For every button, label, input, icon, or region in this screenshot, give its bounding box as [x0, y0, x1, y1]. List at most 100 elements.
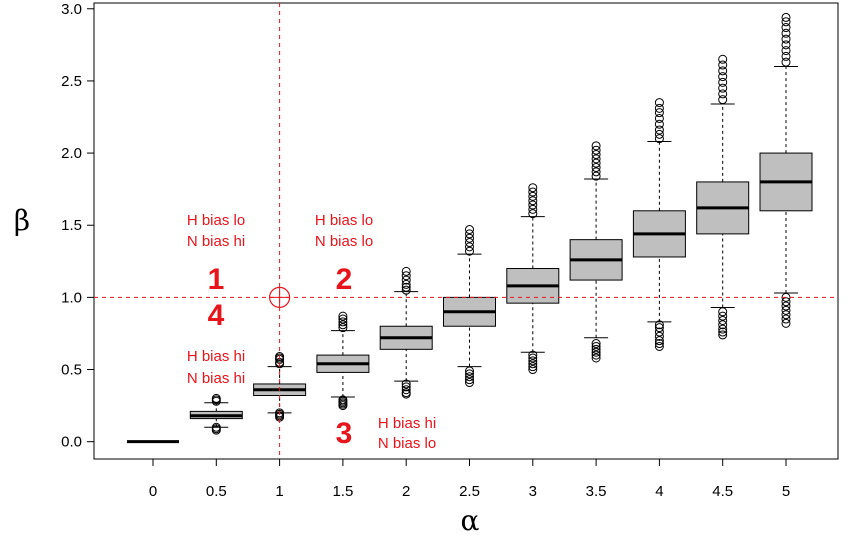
outlier-point — [781, 23, 791, 33]
x-tick-label: 2 — [402, 483, 410, 500]
outlier-point — [781, 314, 791, 324]
x-tick-label: 1 — [275, 483, 283, 500]
box-group-1.5 — [316, 311, 370, 411]
outlier-point — [401, 285, 411, 295]
outlier-point — [401, 282, 411, 292]
outlier-point — [528, 209, 538, 219]
outlier-point — [781, 305, 791, 315]
outlier-point — [528, 183, 538, 193]
outlier-point — [781, 34, 791, 44]
outlier-point — [781, 40, 791, 50]
box-group-3.5 — [569, 141, 623, 363]
outlier-point — [528, 365, 538, 375]
outlier-point — [465, 225, 474, 235]
outlier-point — [528, 187, 538, 197]
outlier-point — [654, 134, 664, 144]
annotation-2-line2: N bias lo — [315, 233, 373, 250]
boxes-layer — [127, 12, 813, 444]
y-tick-label: 2.5 — [61, 73, 82, 90]
outlier-point — [654, 129, 664, 139]
box-group-2.5 — [443, 225, 496, 388]
box-group-3 — [506, 183, 560, 375]
outlier-point — [654, 339, 664, 349]
y-tick-label: 1.0 — [61, 289, 82, 306]
annotation-quadrant-4: 4 H bias hi N bias hi — [187, 299, 245, 387]
outlier-point — [718, 95, 728, 105]
outlier-point — [781, 28, 791, 38]
annotation-4-line1: H bias hi — [187, 348, 245, 365]
x-tick-label: 0.5 — [206, 483, 227, 500]
outlier-point — [591, 339, 601, 349]
outlier-point — [465, 375, 474, 385]
outlier-point — [465, 378, 474, 388]
outlier-point — [275, 408, 285, 418]
outlier-point — [781, 17, 791, 27]
outlier-point — [654, 125, 664, 135]
outlier-point — [338, 314, 348, 324]
outlier-point — [528, 362, 538, 372]
outlier-point — [528, 350, 538, 360]
outlier-point — [465, 372, 474, 382]
outlier-point — [781, 301, 791, 311]
annotation-1-line1: H bias lo — [187, 212, 245, 229]
outlier-point — [718, 320, 728, 330]
outlier-point — [654, 98, 664, 108]
outlier-point — [211, 422, 221, 432]
outlier-point — [528, 204, 538, 214]
x-tick-label: 4.5 — [712, 483, 733, 500]
outlier-point — [591, 347, 601, 357]
box-group-4 — [632, 98, 686, 351]
outlier-point — [401, 279, 411, 289]
y-tick-label: 1.5 — [61, 217, 82, 234]
outlier-point — [654, 108, 664, 118]
outlier-point — [465, 233, 474, 243]
outlier-point — [781, 310, 791, 320]
outlier-point — [718, 315, 728, 325]
outlier-point — [338, 395, 348, 405]
outlier-point — [781, 51, 791, 61]
outlier-point — [338, 317, 348, 327]
outlier-point — [401, 388, 411, 398]
outlier-point — [401, 379, 411, 389]
outlier-point — [401, 271, 411, 281]
outlier-point — [401, 382, 411, 392]
x-tick-label: 3 — [529, 483, 537, 500]
annotation-2-line1: H bias lo — [315, 212, 373, 229]
y-tick-label: 3.0 — [61, 1, 82, 18]
outlier-point — [781, 12, 791, 22]
box-group-0.5 — [189, 393, 243, 435]
outlier-point — [591, 344, 601, 354]
x-tick-label: 1.5 — [332, 483, 353, 500]
outlier-point — [465, 238, 474, 248]
y-tick-label: 0.5 — [61, 362, 82, 379]
outlier-point — [718, 54, 728, 64]
box-group-1 — [253, 352, 307, 422]
outlier-point — [465, 246, 474, 256]
box-group-4.5 — [696, 54, 750, 340]
quadrant-number-2: 2 — [336, 263, 353, 296]
quadrant-number-3: 3 — [336, 417, 353, 450]
outlier-point — [718, 330, 728, 340]
outlier-point — [718, 66, 728, 76]
outlier-point — [654, 119, 664, 129]
outlier-point — [591, 141, 601, 151]
outlier-point — [591, 353, 601, 363]
quadrant-number-4: 4 — [208, 299, 225, 332]
outlier-point — [591, 158, 601, 168]
outlier-point — [401, 275, 411, 285]
outlier-point — [591, 154, 601, 164]
y-tick-label: 2.0 — [61, 145, 82, 162]
y-tick-label: 0.0 — [61, 434, 82, 451]
outlier-point — [528, 200, 538, 210]
outlier-point — [338, 311, 348, 321]
outlier-point — [401, 266, 411, 276]
outlier-point — [781, 318, 791, 328]
outlier-point — [718, 72, 728, 82]
outlier-point — [338, 323, 348, 333]
annotation-4-line2: N bias hi — [187, 370, 245, 387]
outlier-point — [338, 320, 348, 330]
outlier-point — [654, 323, 664, 333]
outlier-point — [465, 242, 474, 252]
outlier-point — [718, 89, 728, 99]
